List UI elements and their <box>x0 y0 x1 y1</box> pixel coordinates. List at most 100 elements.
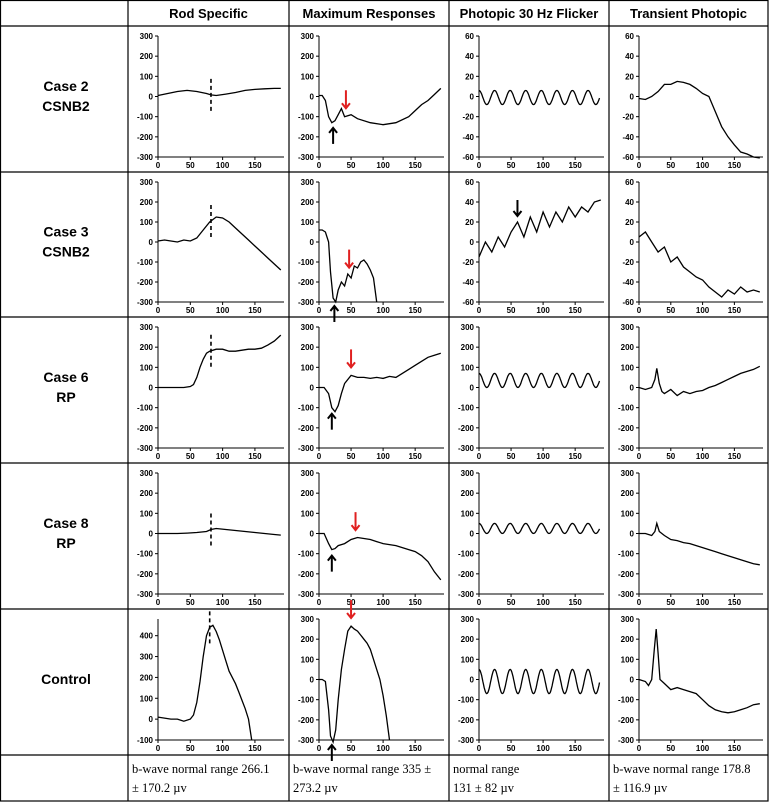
y-tick-label: -200 <box>458 570 475 579</box>
y-tick-label: -100 <box>137 258 154 267</box>
plot-r2-c0: -300 -200 -100 0 100 200 300 0 50 100 150 <box>137 323 284 461</box>
y-tick-label: 60 <box>465 32 474 41</box>
y-tick-label: 200 <box>621 489 635 498</box>
y-tick-label: 300 <box>301 323 315 332</box>
b-wave-arrow-head <box>350 524 361 532</box>
y-tick-label: -200 <box>618 570 635 579</box>
footnote-line: b-wave normal range 335 ± <box>293 762 431 776</box>
y-tick-label: -300 <box>298 444 315 453</box>
x-tick-label: 150 <box>408 744 422 753</box>
y-tick-label: 300 <box>461 615 475 624</box>
y-tick-label: 300 <box>140 323 154 332</box>
row-label: Case 2 <box>43 78 88 94</box>
x-tick-label: 150 <box>408 452 422 461</box>
y-tick-label: 0 <box>149 93 154 102</box>
plot-r0-c3: -60 -40 -20 0 20 40 60 0 50 100 150 <box>622 32 763 170</box>
y-tick-label: 200 <box>461 635 475 644</box>
y-tick-label: -100 <box>137 736 154 745</box>
plot-r3-c3: -300 -200 -100 0 100 200 300 0 50 100 150 <box>618 469 763 607</box>
y-tick-label: -40 <box>462 278 474 287</box>
x-tick-label: 50 <box>507 598 516 607</box>
trace-line <box>319 352 441 413</box>
x-tick-label: 150 <box>248 744 262 753</box>
y-tick-label: 300 <box>301 178 315 187</box>
y-tick-label: -100 <box>618 550 635 559</box>
y-tick-label: 200 <box>301 343 315 352</box>
y-tick-label: 60 <box>465 178 474 187</box>
y-tick-label: -100 <box>458 404 475 413</box>
x-tick-label: 100 <box>216 598 230 607</box>
y-tick-label: -100 <box>137 404 154 413</box>
trace-line <box>639 520 760 566</box>
x-tick-label: 100 <box>376 161 390 170</box>
x-tick-label: 0 <box>637 598 642 607</box>
y-tick-label: -200 <box>137 133 154 142</box>
y-tick-label: -40 <box>622 133 634 142</box>
y-tick-label: 100 <box>301 509 315 518</box>
footnote-line: b-wave normal range 266.1 <box>132 762 269 776</box>
trace-line <box>319 625 391 745</box>
y-tick-label: 40 <box>625 52 634 61</box>
y-tick-label: 20 <box>465 72 474 81</box>
x-tick-label: 150 <box>728 744 742 753</box>
trace-line <box>157 87 281 97</box>
footnote-line: 131 ± 82 µv <box>453 781 515 795</box>
plot-r3-c0: -300 -200 -100 0 100 200 300 0 50 100 150 <box>137 469 284 607</box>
plot-r1-c3: -60 -40 -20 0 20 40 60 0 50 100 150 <box>622 178 763 315</box>
x-tick-label: 150 <box>408 306 422 315</box>
x-tick-label: 100 <box>536 744 550 753</box>
x-tick-label: 100 <box>696 306 710 315</box>
y-tick-label: 0 <box>310 530 315 539</box>
x-tick-label: 150 <box>248 161 262 170</box>
x-tick-label: 0 <box>477 306 482 315</box>
x-tick-label: 100 <box>696 744 710 753</box>
y-tick-label: 200 <box>461 489 475 498</box>
a-wave-arrow-head <box>328 126 338 134</box>
y-tick-label: 300 <box>301 469 315 478</box>
row-label: Control <box>41 671 91 687</box>
y-tick-label: 0 <box>630 530 635 539</box>
plot-r0-c0: -300 -200 -100 0 100 200 300 0 50 100 150 <box>137 32 284 170</box>
y-tick-label: 0 <box>470 238 475 247</box>
x-tick-label: 50 <box>666 744 675 753</box>
y-tick-label: -300 <box>298 298 315 307</box>
y-tick-label: 60 <box>625 32 634 41</box>
x-tick-label: 50 <box>666 306 675 315</box>
row-label: CSNB2 <box>42 244 90 260</box>
x-tick-label: 0 <box>156 306 161 315</box>
footnote-line: 273.2 µv <box>293 781 338 795</box>
x-tick-label: 150 <box>248 452 262 461</box>
y-tick-label: -200 <box>298 424 315 433</box>
y-tick-label: -20 <box>462 113 474 122</box>
y-tick-label: 0 <box>310 238 315 247</box>
y-tick-label: -200 <box>458 424 475 433</box>
y-tick-label: 100 <box>461 509 475 518</box>
y-tick-label: 200 <box>301 198 315 207</box>
y-tick-label: -40 <box>462 133 474 142</box>
x-tick-label: 50 <box>347 161 356 170</box>
y-tick-label: 200 <box>301 489 315 498</box>
trace-line <box>478 89 601 106</box>
y-tick-label: 300 <box>140 32 154 41</box>
x-tick-label: 150 <box>728 598 742 607</box>
plot-r2-c2: -300 -200 -100 0 100 200 300 0 50 100 150 <box>458 323 604 461</box>
x-tick-label: 100 <box>376 598 390 607</box>
y-tick-label: -20 <box>622 113 634 122</box>
y-tick-label: 20 <box>465 218 474 227</box>
plot-r2-c1: -300 -200 -100 0 100 200 300 0 50 100 150 <box>298 323 444 461</box>
y-tick-label: 100 <box>140 363 154 372</box>
y-tick-label: -200 <box>298 133 315 142</box>
y-tick-label: 100 <box>140 218 154 227</box>
x-tick-label: 0 <box>317 306 322 315</box>
x-tick-label: 100 <box>216 744 230 753</box>
y-tick-label: -300 <box>458 444 475 453</box>
column-header: Rod Specific <box>169 6 248 21</box>
x-tick-label: 150 <box>728 161 742 170</box>
trace-line <box>158 527 281 536</box>
y-tick-label: 200 <box>461 343 475 352</box>
x-tick-label: 50 <box>507 452 516 461</box>
y-tick-label: 0 <box>470 384 475 393</box>
x-tick-label: 100 <box>696 598 710 607</box>
y-tick-label: 100 <box>621 655 635 664</box>
